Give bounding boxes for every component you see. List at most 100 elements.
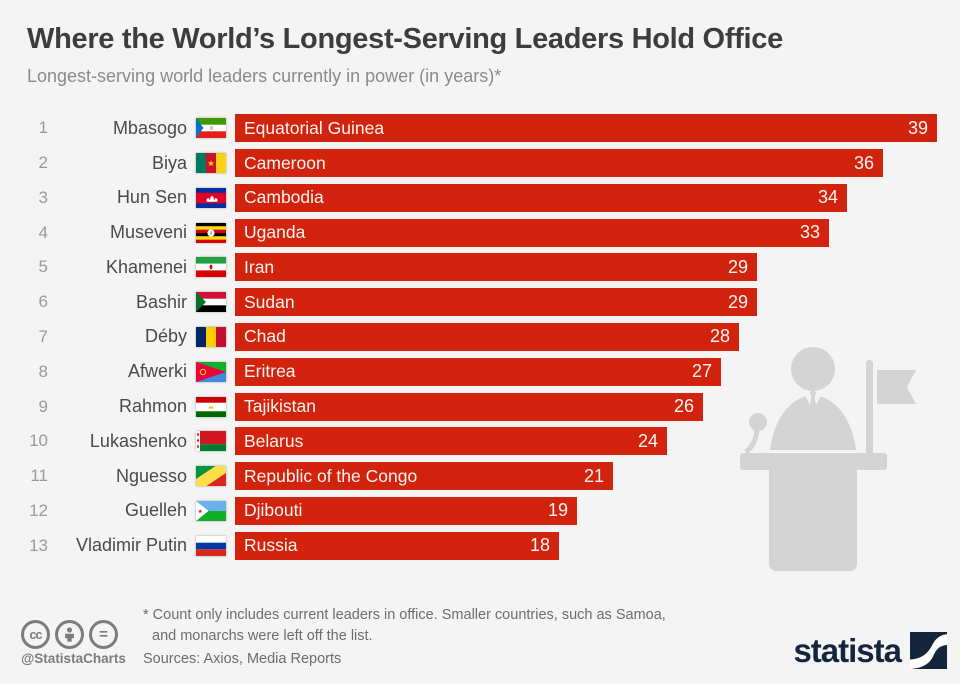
leader-name-label: Bashir xyxy=(135,291,187,312)
sources-label: Sources: Axios, Media Reports xyxy=(143,651,342,667)
rank-label: 7 xyxy=(38,326,48,346)
flag-cambodia-icon xyxy=(196,187,226,208)
value-label: 26 xyxy=(673,396,694,416)
attribution-icon xyxy=(55,620,84,649)
leader-name-label: Hun Sen xyxy=(116,187,187,208)
leader-name-label: Déby xyxy=(144,326,187,347)
country-bar: Cambodia 34 xyxy=(235,183,847,212)
value-label: 34 xyxy=(817,187,838,208)
country-label: Chad xyxy=(244,326,286,347)
bar-chart: 1 Mbasogo Equatorial Guinea 39 2 Biya Ca… xyxy=(0,111,960,563)
statista-logo: statista xyxy=(793,632,947,669)
country-bar: Belarus 24 xyxy=(235,427,667,456)
rank-label: 11 xyxy=(30,466,48,486)
statista-wordmark: statista xyxy=(793,632,902,669)
country-label: Equatorial Guinea xyxy=(244,117,385,138)
leader-name-label: Afwerki xyxy=(127,361,187,382)
value-label: 39 xyxy=(907,117,928,138)
country-label: Tajikistan xyxy=(244,396,316,416)
country-bar: Chad 28 xyxy=(235,322,739,351)
country-label: Iran xyxy=(244,256,275,277)
country-bar: Cameroon 36 xyxy=(235,149,883,178)
country-label: Belarus xyxy=(244,430,304,451)
country-label: Sudan xyxy=(244,291,295,312)
flag-chad-icon xyxy=(196,326,226,347)
value-label: 19 xyxy=(547,500,568,521)
country-bar: Equatorial Guinea 39 xyxy=(235,114,937,143)
value-label: 28 xyxy=(709,326,730,347)
rank-label: 6 xyxy=(38,292,48,312)
leader-name-label: Rahmon xyxy=(118,396,187,416)
value-label: 36 xyxy=(853,152,874,173)
statista-swoosh-icon xyxy=(910,632,947,669)
flag-tajikistan-icon xyxy=(196,396,226,417)
rank-label: 9 xyxy=(38,396,48,416)
country-bar: Uganda 33 xyxy=(235,218,829,247)
country-bar: Iran 29 xyxy=(235,253,757,282)
country-label: Eritrea xyxy=(244,361,296,382)
leader-name-label: Vladimir Putin xyxy=(75,535,187,556)
leader-name-label: Museveni xyxy=(109,222,187,243)
value-label: 27 xyxy=(691,361,712,382)
leader-name-label: Guelleh xyxy=(124,500,187,521)
no-derivatives-icon: = xyxy=(89,620,118,649)
rank-label: 13 xyxy=(29,535,48,555)
flag-belarus-icon xyxy=(196,431,226,452)
chart-row: 10 Lukashenko Belarus 24 xyxy=(0,424,960,459)
chart-title: Where the World’s Longest-Serving Leader… xyxy=(27,23,783,55)
country-bar: Russia 18 xyxy=(235,531,559,560)
country-bar: Republic of the Congo 21 xyxy=(235,462,613,491)
chart-row: 11 Nguesso Republic of the Congo 21 xyxy=(0,459,960,494)
flag-equatorial-guinea-icon xyxy=(196,118,226,139)
country-label: Cambodia xyxy=(244,187,324,208)
flag-republic-of-the-congo-icon xyxy=(196,466,226,487)
header: Where the World’s Longest-Serving Leader… xyxy=(27,23,783,87)
rank-label: 8 xyxy=(38,361,48,381)
footnote-line2: and monarchs were left off the list. xyxy=(152,628,373,644)
leader-name-label: Mbasogo xyxy=(112,117,187,138)
rank-label: 12 xyxy=(29,500,48,520)
country-bar: Eritrea 27 xyxy=(235,357,721,386)
value-label: 24 xyxy=(637,430,658,451)
chart-row: 3 Hun Sen Cambodia 34 xyxy=(0,181,960,216)
footnote-line1: * Count only includes current leaders in… xyxy=(143,607,666,623)
chart-row: 7 Déby Chad 28 xyxy=(0,320,960,355)
license-badges: cc = xyxy=(21,620,118,649)
rank-label: 5 xyxy=(38,257,48,277)
flag-cameroon-icon xyxy=(196,153,226,174)
chart-row: 4 Museveni Uganda 33 xyxy=(0,215,960,250)
country-label: Djibouti xyxy=(244,500,303,521)
flag-sudan-icon xyxy=(196,292,226,313)
country-bar: Sudan 29 xyxy=(235,288,757,317)
value-label: 21 xyxy=(583,465,604,486)
chart-row: 8 Afwerki Eritrea 27 xyxy=(0,354,960,389)
value-label: 33 xyxy=(799,222,820,243)
rank-label: 2 xyxy=(38,153,48,173)
flag-uganda-icon xyxy=(196,222,226,243)
cc-icon: cc xyxy=(21,620,50,649)
chart-subtitle: Longest-serving world leaders currently … xyxy=(27,65,502,86)
chart-row: 1 Mbasogo Equatorial Guinea 39 xyxy=(0,111,960,146)
country-bar: Djibouti 19 xyxy=(235,496,577,525)
country-label: Republic of the Congo xyxy=(244,465,418,486)
rank-label: 3 xyxy=(38,187,48,207)
chart-row: 12 Guelleh Djibouti 19 xyxy=(0,493,960,528)
flag-russia-icon xyxy=(196,535,226,556)
country-bar: Tajikistan 26 xyxy=(235,392,703,421)
country-label: Russia xyxy=(244,535,298,556)
leader-name-label: Nguesso xyxy=(115,465,187,486)
chart-row: 5 Khamenei Iran 29 xyxy=(0,250,960,285)
footnote: * Count only includes current leaders in… xyxy=(143,605,666,647)
country-label: Uganda xyxy=(244,222,306,243)
rank-label: 4 xyxy=(38,222,48,242)
leader-name-label: Lukashenko xyxy=(89,430,187,451)
flag-eritrea-icon xyxy=(196,361,226,382)
chart-row: 9 Rahmon Tajikistan 26 xyxy=(0,389,960,424)
country-label: Cameroon xyxy=(244,152,326,173)
chart-row: 13 Vladimir Putin Russia 18 xyxy=(0,528,960,563)
chart-row: 6 Bashir Sudan 29 xyxy=(0,285,960,320)
rank-label: 1 xyxy=(38,118,48,138)
credit-handle: @StatistaCharts xyxy=(21,651,126,666)
chart-row: 2 Biya Cameroon 36 xyxy=(0,146,960,181)
